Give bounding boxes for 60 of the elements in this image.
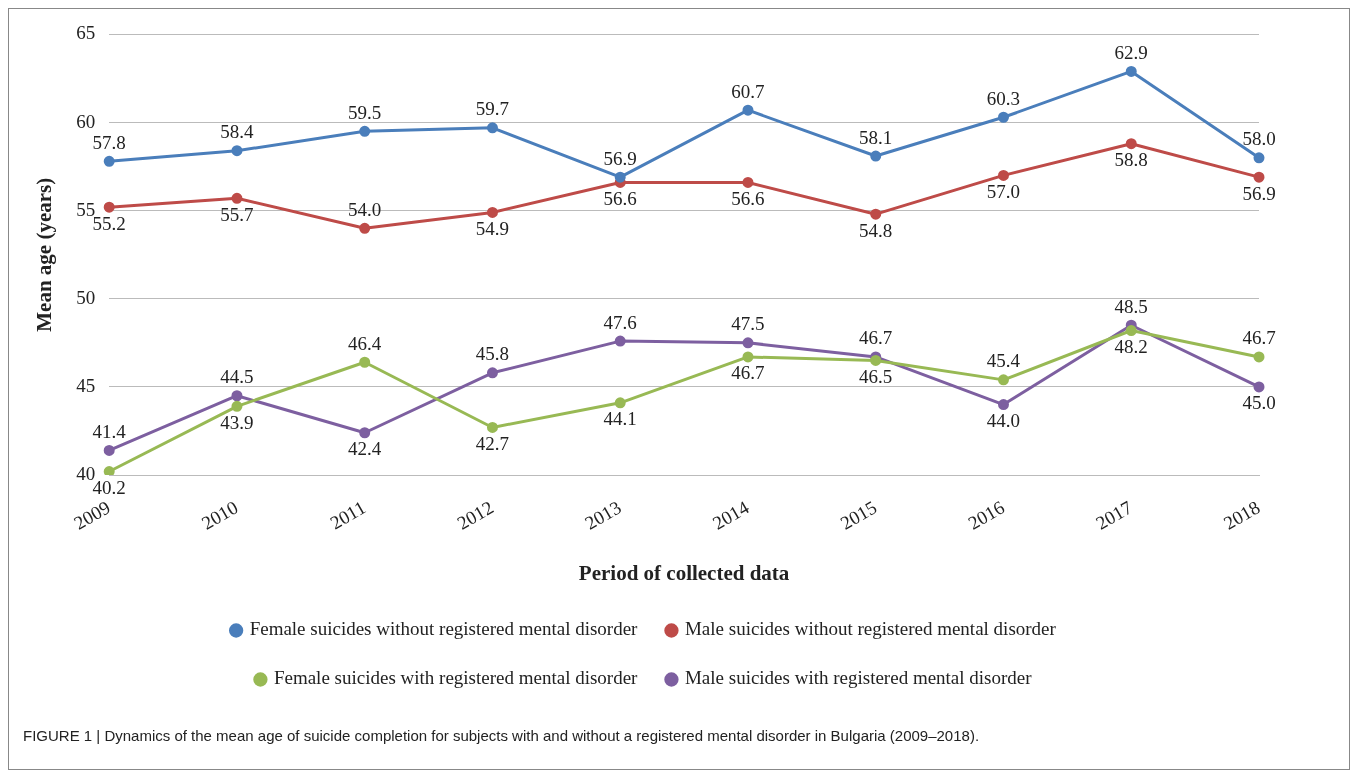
- data-label: 44.0: [986, 410, 1021, 432]
- x-tick-label: 2016: [964, 496, 1008, 534]
- caption: FIGURE 1 | Dynamics of the mean age of suicide completion for subjects with and without a registered mental disorder in Bulgaria (2009–2018).: [23, 727, 980, 744]
- data-label: 43.9: [220, 411, 254, 433]
- x-axis-title: Period of collected data: [578, 560, 790, 585]
- data-label: 60.7: [731, 80, 765, 102]
- data-label: 54.8: [859, 219, 893, 241]
- x-tick-label: 2013: [581, 496, 625, 534]
- x-tick-label: 2018: [1220, 496, 1264, 534]
- x-tick-label: 2011: [326, 496, 370, 534]
- data-label: 57.8: [92, 131, 126, 153]
- data-label: 58.1: [859, 126, 893, 148]
- data-label: 58.0: [1242, 128, 1276, 150]
- data-label: 42.4: [348, 438, 382, 460]
- data-label: 44.5: [220, 366, 254, 388]
- y-tick-label: 50: [76, 286, 96, 308]
- legend-label: Female suicides with registered mental disorder: [273, 667, 639, 689]
- data-label: 45.0: [1242, 392, 1276, 414]
- data-label: 56.9: [603, 147, 637, 169]
- data-label: 46.7: [859, 327, 893, 349]
- x-tick-label: 2015: [836, 496, 881, 534]
- data-label: 54.0: [348, 198, 382, 220]
- data-label: 47.5: [731, 313, 765, 335]
- data-label: 41.4: [92, 420, 127, 442]
- y-tick-label: 40: [76, 463, 96, 485]
- legend-label: Female suicides without registered mental disorder: [249, 618, 639, 640]
- data-label: 45.4: [986, 350, 1021, 372]
- data-label: 46.4: [348, 332, 382, 354]
- x-tick-label: 2012: [453, 496, 497, 534]
- x-tick-label: 2009: [70, 496, 114, 534]
- data-label: 56.9: [1242, 182, 1276, 204]
- data-label: 47.6: [603, 311, 637, 333]
- data-label: 48.5: [1114, 295, 1148, 317]
- y-axis-title: Mean age (years): [32, 177, 57, 332]
- data-label: 55.7: [220, 203, 254, 225]
- data-label: 48.2: [1114, 336, 1148, 357]
- data-label: 46.5: [859, 365, 893, 387]
- data-label: 45.8: [475, 343, 510, 365]
- x-tick-label: 2014: [709, 496, 753, 534]
- data-label: 56.6: [603, 187, 637, 209]
- data-label: 46.7: [731, 362, 765, 384]
- x-tick-label: 2017: [1092, 496, 1136, 534]
- legend-label: Male suicides without registered mental disorder: [684, 618, 1057, 640]
- data-label: 46.7: [1242, 327, 1276, 349]
- data-label: 62.9: [1114, 41, 1148, 63]
- data-label: 57.0: [986, 180, 1021, 202]
- data-label: 42.7: [475, 432, 510, 454]
- data-label: 59.5: [348, 101, 382, 123]
- data-label: 54.9: [475, 217, 510, 239]
- y-tick-label: 60: [76, 110, 96, 132]
- y-tick-label: 45: [76, 374, 96, 396]
- data-label: 60.3: [986, 87, 1021, 109]
- legend-label: Male suicides with registered mental disorder: [684, 667, 1033, 689]
- x-tick-label: 2010: [198, 496, 242, 534]
- data-label: 56.6: [731, 187, 765, 209]
- data-label: 59.7: [475, 98, 510, 120]
- data-label: 44.1: [603, 408, 637, 430]
- y-tick-label: 65: [76, 22, 96, 44]
- data-label: 58.8: [1114, 149, 1148, 171]
- data-label: 58.4: [220, 121, 255, 143]
